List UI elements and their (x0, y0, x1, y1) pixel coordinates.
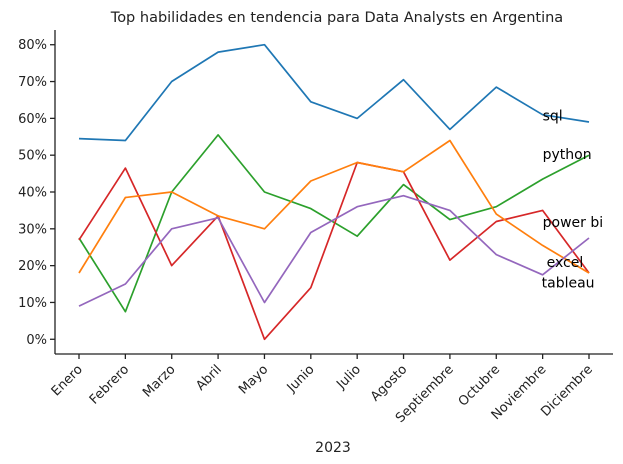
x-tick-label: Octubre (456, 362, 503, 409)
y-tick-label: 20% (18, 259, 47, 274)
series-label-tableau: tableau (542, 275, 595, 291)
series-line-sql (78, 43, 590, 142)
y-tick-label: 30% (18, 222, 47, 237)
x-tick-label: Agosto (368, 362, 410, 404)
x-tick-label: Julio (333, 362, 364, 393)
y-tick-label: 70% (18, 75, 47, 90)
series-label-sql: sql (543, 109, 563, 125)
series-label-power-bi: power bi (543, 215, 604, 231)
x-axis-label: 2023 (315, 440, 351, 456)
x-axis: Enero Febrero Marzo Abril Mayo Junio Julio Agos… (49, 353, 613, 426)
series-line-excel (78, 139, 590, 274)
x-tick-label: Enero (49, 362, 86, 399)
series-label-python: python (543, 147, 592, 163)
y-tick-label: 50% (18, 149, 47, 164)
x-tick-label: Junio (284, 362, 318, 396)
y-tick-label: 80% (18, 38, 47, 53)
series-line-tableau (78, 194, 590, 307)
x-tick-label: Abril (193, 362, 225, 394)
y-tick-label: 0% (26, 333, 47, 348)
series-label-excel: excel (547, 255, 584, 271)
chart-title: Top habilidades en tendencia para Data A… (110, 10, 563, 26)
series-line-python (78, 134, 590, 313)
y-tick-label: 40% (18, 186, 47, 201)
y-tick-label: 10% (18, 296, 47, 311)
y-axis: 0% 10% 20% 30% 40% 50% 60% 70% 80% (18, 30, 56, 354)
series-lines (78, 43, 590, 341)
x-tick-label: Mayo (236, 362, 271, 397)
series-labels: sql python power bi excel tableau (542, 109, 604, 292)
y-tick-label: 60% (18, 112, 47, 127)
series-line-power-bi (78, 161, 590, 341)
x-tick-label: Marzo (140, 362, 178, 400)
x-tick-label: Febrero (87, 362, 132, 407)
